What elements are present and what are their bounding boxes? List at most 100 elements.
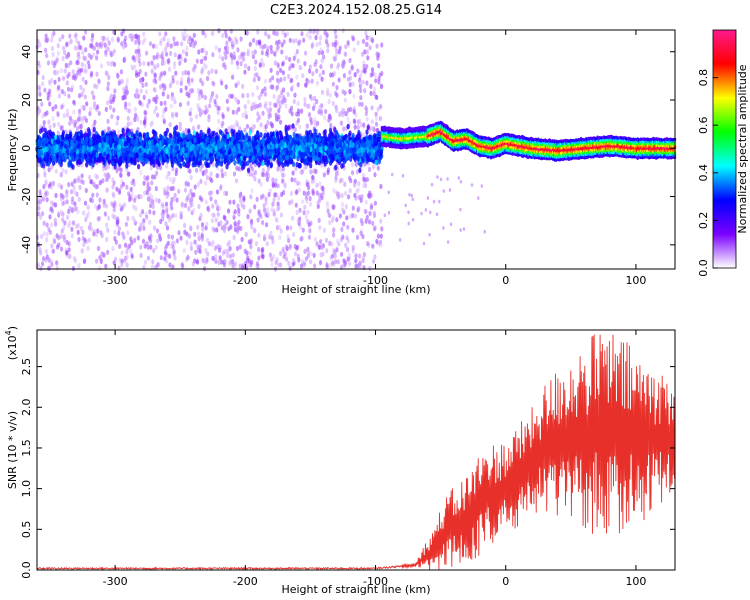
spectrogram-point <box>341 63 345 69</box>
spectrogram-point <box>366 55 370 61</box>
spectrogram-point <box>232 123 236 129</box>
spectrogram-point <box>93 101 97 107</box>
spectrogram-point <box>317 50 321 56</box>
spectrogram-point <box>286 31 290 37</box>
spectrogram-point <box>289 107 293 114</box>
spectrogram-point <box>313 61 317 68</box>
spectrogram-point <box>82 87 86 93</box>
spectrogram-point <box>229 224 233 230</box>
spectrogram-point <box>277 100 281 106</box>
spectrogram-point <box>379 183 383 190</box>
spectrogram-point <box>70 233 74 239</box>
spectrogram-point <box>56 110 60 116</box>
spectrogram-point <box>219 185 223 192</box>
spectrogram-point <box>102 35 106 42</box>
spectrogram-point <box>94 203 98 209</box>
spectrogram-point <box>95 55 99 61</box>
spectrogram-point <box>155 170 159 176</box>
spectrogram-point <box>71 220 76 226</box>
spectrogram-point <box>362 182 366 189</box>
spectrogram-point <box>160 60 164 66</box>
spectrogram-point <box>204 64 208 70</box>
spectrogram-point <box>146 181 150 187</box>
spectrogram-point <box>125 262 129 268</box>
spectrogram-point <box>45 110 49 116</box>
spectrogram-point <box>367 194 372 200</box>
spectrogram-point <box>236 64 240 70</box>
spectrogram-point <box>341 207 345 213</box>
spectrogram-point <box>158 75 162 81</box>
spectrogram-point <box>350 64 354 70</box>
spectrogram-point <box>209 94 214 100</box>
spectrogram-point <box>201 81 205 87</box>
spectrogram-point <box>53 60 57 66</box>
spectrogram-point <box>380 226 384 232</box>
spectrogram-point <box>162 86 166 92</box>
chart-title: C2E3.2024.152.08.25.G14 <box>270 3 442 18</box>
spectrogram-point <box>276 262 280 268</box>
spectrogram-point <box>139 252 143 258</box>
spectrogram-point <box>200 93 204 99</box>
spectrogram-point <box>185 239 189 246</box>
spectrogram-point <box>243 127 247 133</box>
spectrogram-point <box>143 37 147 43</box>
spectrogram-point <box>120 262 124 268</box>
spectrogram-point <box>130 253 134 259</box>
spectrogram-point <box>186 100 190 106</box>
spectrogram-point <box>159 84 163 90</box>
spectrogram-point <box>172 64 176 70</box>
spectrogram-point <box>214 199 218 205</box>
spectrogram-point <box>126 115 130 122</box>
spectrogram-point <box>59 246 64 252</box>
spectrogram-point <box>41 74 45 81</box>
spectrogram-point <box>306 103 310 109</box>
spectrogram-point <box>142 180 146 186</box>
spectrogram-point <box>55 265 59 271</box>
spectrogram-point <box>38 108 42 114</box>
spectrogram-point <box>98 265 102 271</box>
spectrogram-point <box>351 227 355 233</box>
spectrogram-point <box>172 240 177 246</box>
spectrogram-point <box>164 31 168 37</box>
spectrogram-point <box>177 230 181 236</box>
spectrogram-point <box>235 119 239 125</box>
spectrogram-point <box>44 178 48 184</box>
spectrogram-point <box>170 79 174 86</box>
spectrogram-point <box>48 181 53 187</box>
spectrogram-point <box>251 91 255 98</box>
spectrogram-point <box>37 84 41 90</box>
spectrogram-point <box>41 81 45 87</box>
spectrogram-point <box>247 65 251 71</box>
spectrogram-point <box>65 112 70 118</box>
spectrogram-point <box>185 91 189 97</box>
spectrogram-point <box>166 38 170 44</box>
spectrogram-point <box>331 215 335 221</box>
spectrogram-point <box>237 207 241 213</box>
spectrogram-point <box>47 265 52 271</box>
spectrogram-point <box>112 61 117 67</box>
spectrogram-point <box>296 180 300 186</box>
spectrogram-point <box>280 89 284 95</box>
spectrogram-point <box>294 202 298 208</box>
spectrogram-point <box>125 78 129 84</box>
spectrogram-point <box>95 183 100 190</box>
spectrogram-point <box>226 208 231 214</box>
spectrogram-point <box>79 123 83 129</box>
spectrogram-point <box>328 92 332 98</box>
spectrogram-point <box>205 237 209 243</box>
spectrogram-point <box>121 204 125 210</box>
spectrogram-point <box>84 217 88 223</box>
spectrogram-point <box>92 94 96 100</box>
spectrogram-point <box>364 199 368 205</box>
spectrogram-point <box>120 41 124 47</box>
spectrogram-point <box>154 186 158 192</box>
spectrogram-point <box>123 38 127 45</box>
spectrogram-point <box>199 58 204 65</box>
spectrogram-point <box>75 59 79 65</box>
spectrogram-point <box>192 32 196 38</box>
spectrogram-point <box>48 214 52 220</box>
spectrogram-point <box>308 228 312 234</box>
spectrogram-point <box>216 110 220 116</box>
spectrogram-point <box>245 30 249 36</box>
spectrogram-point <box>97 78 101 84</box>
